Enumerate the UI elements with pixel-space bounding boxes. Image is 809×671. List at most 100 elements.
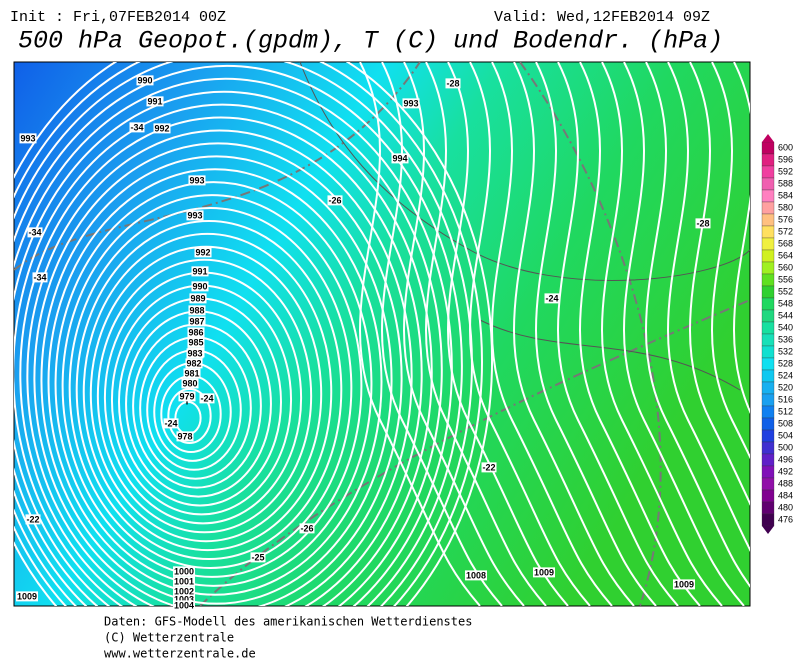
footer-line: www.wetterzentrale.de <box>104 647 256 661</box>
colorbar-label: 584 <box>778 190 793 200</box>
colorbar-label: 484 <box>778 490 793 500</box>
label-bg <box>544 293 560 304</box>
colorbar-swatch <box>761 201 775 215</box>
colorbar-label: 560 <box>778 262 793 272</box>
isobar-label: 993 <box>189 175 204 185</box>
isobar-label: 988 <box>189 305 204 315</box>
isobar-label: 978 <box>177 431 192 441</box>
isobar <box>491 62 613 606</box>
colorbar-swatch <box>761 345 775 359</box>
isobar-label: 979 <box>179 391 194 401</box>
colorbar-label: 524 <box>778 370 793 380</box>
temperature-label: -24 <box>164 418 177 428</box>
footer-line: (C) Wetterzentrale <box>104 631 234 645</box>
colorbar-label: 564 <box>778 250 793 260</box>
isobar <box>75 219 343 561</box>
isobar <box>623 62 745 606</box>
isobar-label: 983 <box>187 348 202 358</box>
isobar <box>469 62 591 606</box>
isobar <box>733 62 750 414</box>
colorbar-swatch <box>761 393 775 407</box>
colorbar-swatch <box>761 261 775 275</box>
temperature-label: -26 <box>328 195 341 205</box>
temperature-label: -22 <box>482 462 495 472</box>
isobar <box>14 90 443 606</box>
label-bg <box>327 195 343 206</box>
colorbar-label: 556 <box>778 274 793 284</box>
colorbar-swatch <box>761 441 775 455</box>
isobar-label: 992 <box>154 123 169 133</box>
isobar <box>513 62 635 606</box>
isobar <box>359 62 481 606</box>
colorbar-label: 500 <box>778 442 793 452</box>
colorbar-label: 536 <box>778 334 793 344</box>
isobar <box>667 62 750 552</box>
temperature-label: -22 <box>26 514 39 524</box>
colorbar-swatch <box>761 285 775 299</box>
isobar <box>557 62 679 606</box>
temperature-label: -26 <box>300 523 313 533</box>
colorbar-label: 540 <box>778 322 793 332</box>
label-bg <box>19 133 37 144</box>
colorbar-swatch <box>761 153 775 167</box>
label-bg <box>181 378 199 389</box>
colorbar-label: 492 <box>778 466 793 476</box>
colorbar-swatch <box>761 477 775 491</box>
colorbar-swatch <box>761 189 775 203</box>
colorbar-label: 496 <box>778 454 793 464</box>
colorbar-label: 504 <box>778 430 793 440</box>
colorbar-label: 488 <box>778 478 793 488</box>
isobar <box>167 387 212 445</box>
colorbar-label: 592 <box>778 166 793 176</box>
isobar <box>645 62 750 588</box>
colorbar-swatch <box>761 213 775 227</box>
isobar-label: 986 <box>188 327 203 337</box>
isobar-label: 1008 <box>466 570 486 580</box>
label-bg <box>186 348 204 359</box>
label-bg <box>172 586 196 597</box>
colorbar-label: 512 <box>778 406 793 416</box>
colorbar-swatch <box>761 357 775 371</box>
label-bg <box>188 305 206 316</box>
colorbar-label: 580 <box>778 202 793 212</box>
init-time: Init : Fri,07FEB2014 00Z <box>10 9 226 26</box>
isobar-label: 991 <box>147 96 162 106</box>
label-bg <box>199 393 215 404</box>
isobar <box>447 62 569 606</box>
isobar <box>19 116 423 606</box>
colorbar-swatch <box>761 249 775 263</box>
label-bg <box>185 358 203 369</box>
footer-line: Daten: GFS-Modell des amerikanischen Wet… <box>104 615 472 629</box>
isobar-label: 993 <box>403 98 418 108</box>
isobar-label: 1009 <box>534 567 554 577</box>
isobar-label: 981 <box>184 368 199 378</box>
colorbar-swatch <box>761 405 775 419</box>
colorbar-swatch <box>761 417 775 431</box>
colorbar-label: 552 <box>778 286 793 296</box>
colorbar-cap <box>762 526 774 534</box>
colorbar-swatch <box>761 309 775 323</box>
isobar-label: 1004 <box>174 600 194 610</box>
label-bg <box>299 523 315 534</box>
isobar-label: 1009 <box>674 579 694 589</box>
label-bg <box>481 462 497 473</box>
isobar-label: 994 <box>392 153 407 163</box>
colorbar-cap <box>762 134 774 142</box>
isobar <box>61 194 363 578</box>
temperature-label: -34 <box>130 122 143 132</box>
isobar-label: 993 <box>20 133 35 143</box>
map-title: 500 hPa Geopot.(gpdm), T (C) und Bodendr… <box>18 27 723 56</box>
isobar <box>601 62 723 606</box>
label-bg <box>532 567 556 578</box>
label-bg <box>187 337 205 348</box>
isobar <box>579 62 701 606</box>
colorbar-label: 532 <box>778 346 793 356</box>
colorbar-swatch <box>761 297 775 311</box>
colorbar-swatch <box>761 489 775 503</box>
isobar <box>82 232 333 552</box>
colorbar-label: 548 <box>778 298 793 308</box>
colorbar-swatch <box>761 177 775 191</box>
temperature-label: -25 <box>251 552 264 562</box>
valid-time: Valid: Wed,12FEB2014 09Z <box>494 9 710 26</box>
